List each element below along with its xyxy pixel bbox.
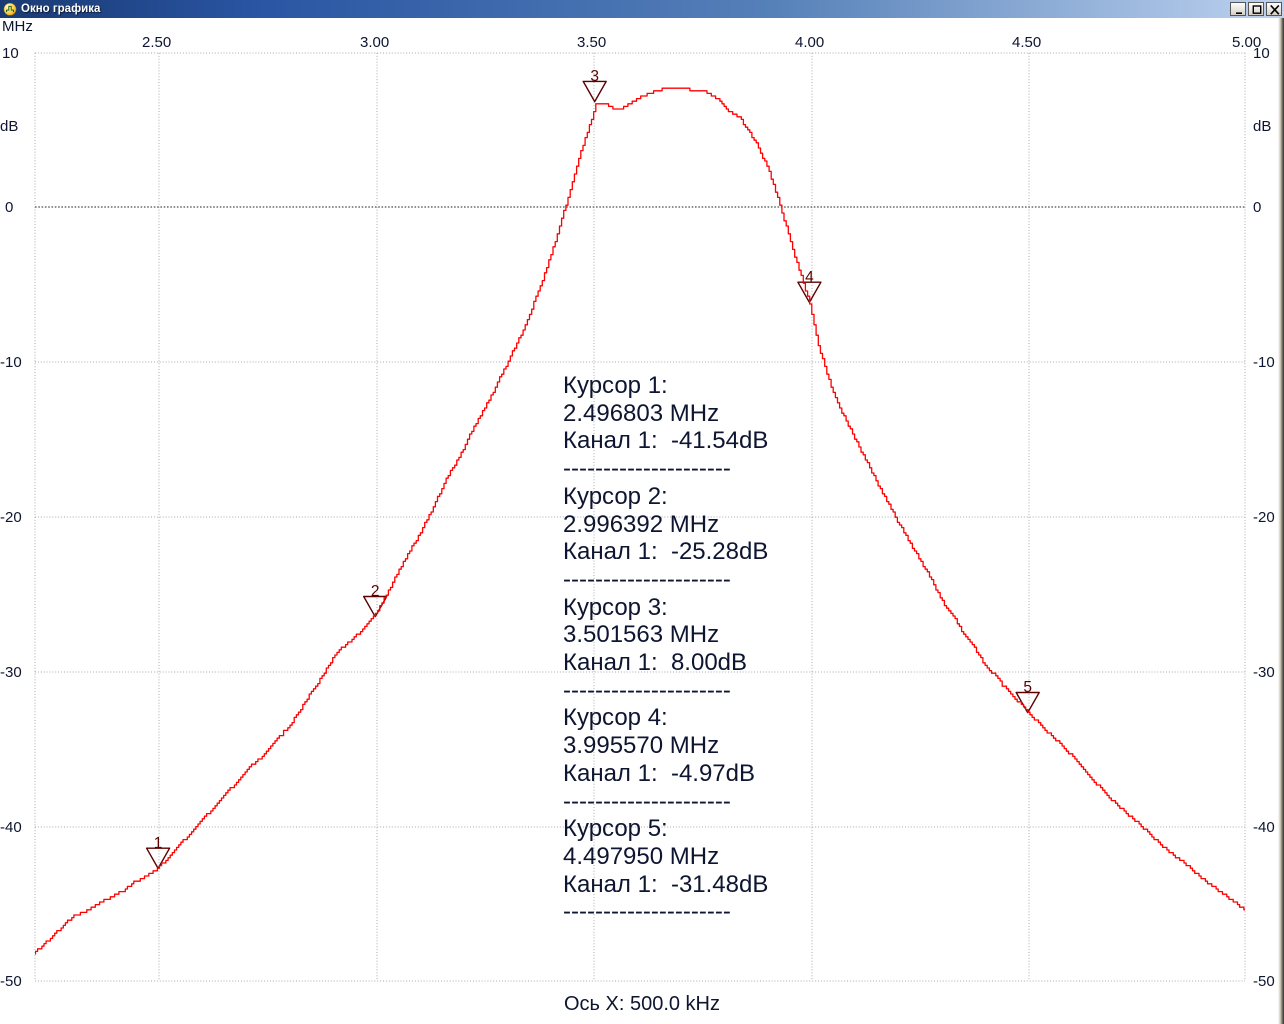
svg-text:3: 3 <box>590 68 599 85</box>
svg-text:4: 4 <box>805 269 814 286</box>
svg-text:2: 2 <box>371 583 380 600</box>
svg-text:1: 1 <box>154 835 163 852</box>
svg-text:5: 5 <box>1023 679 1032 696</box>
